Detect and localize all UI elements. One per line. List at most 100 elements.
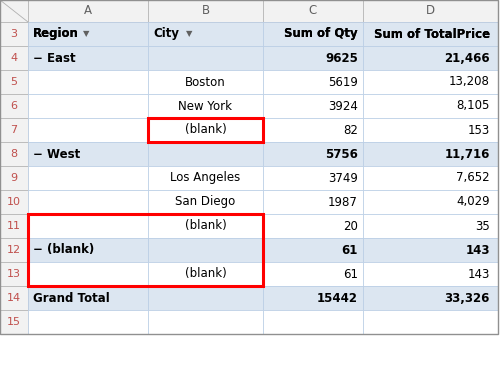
Bar [0,94,28,118]
Text: C: C [309,4,317,18]
Bar [363,22,498,46]
Text: (blank): (blank) [185,123,226,137]
Bar [148,22,263,46]
Bar [363,214,498,238]
Bar [0,286,28,310]
Bar [363,94,498,118]
Text: 7: 7 [11,125,18,135]
Text: 33,326: 33,326 [444,292,490,304]
Text: 5619: 5619 [328,76,358,88]
Bar [263,262,363,286]
Bar [28,94,148,118]
Text: 9: 9 [11,173,18,183]
Bar [28,214,263,286]
Text: 7,652: 7,652 [456,172,490,184]
Text: 3749: 3749 [328,172,358,184]
Bar [148,142,263,166]
Bar [28,214,148,238]
Bar [263,286,363,310]
Bar [28,0,148,22]
Bar [363,118,498,142]
Text: Grand Total: Grand Total [33,292,110,304]
Text: 13: 13 [7,269,21,279]
Bar [0,118,28,142]
Text: (blank): (blank) [185,219,226,233]
Bar [263,238,363,262]
Text: 61: 61 [342,243,358,257]
Text: − East: − East [33,51,76,65]
Bar [363,238,498,262]
Text: 10: 10 [7,197,21,207]
Text: New York: New York [178,100,232,112]
Text: A: A [84,4,92,18]
Text: 1987: 1987 [328,196,358,208]
Text: Boston: Boston [185,76,226,88]
Bar [28,22,148,46]
Bar [263,118,363,142]
Text: − (blank): − (blank) [33,243,94,257]
Bar [28,70,148,94]
Bar [363,166,498,190]
Text: 8,105: 8,105 [456,100,490,112]
Text: 3924: 3924 [328,100,358,112]
Text: 3: 3 [11,29,18,39]
Bar [263,214,363,238]
Text: 143: 143 [465,243,490,257]
Text: − West: − West [33,147,80,161]
Bar [148,0,263,22]
Bar [148,286,263,310]
Text: Sum of Qty: Sum of Qty [285,27,358,41]
Text: 4: 4 [11,53,18,63]
Text: (blank): (blank) [185,268,226,280]
Text: 5: 5 [11,77,18,87]
Text: B: B [201,4,209,18]
Bar [148,118,263,142]
Text: 15: 15 [7,317,21,327]
Bar [148,166,263,190]
Bar [28,238,148,262]
Bar [0,214,28,238]
Bar [363,142,498,166]
Bar [0,166,28,190]
Text: 14: 14 [7,293,21,303]
Bar [363,70,498,94]
Bar [263,94,363,118]
Bar [263,166,363,190]
Bar [0,262,28,286]
Bar [0,0,28,22]
Bar [148,238,263,262]
Text: Region: Region [33,27,79,41]
Text: 12: 12 [7,245,21,255]
Bar [0,46,28,70]
Text: 8: 8 [11,149,18,159]
Bar [363,262,498,286]
Text: 21,466: 21,466 [444,51,490,65]
Bar [363,310,498,334]
Text: 35: 35 [475,219,490,233]
Bar [148,190,263,214]
Bar [148,262,263,286]
Text: Sum of TotalPrice: Sum of TotalPrice [374,27,490,41]
Bar [263,46,363,70]
Text: 11,716: 11,716 [444,147,490,161]
Text: 4,029: 4,029 [456,196,490,208]
Text: 9625: 9625 [325,51,358,65]
Bar [0,22,28,46]
Bar [0,142,28,166]
Bar [363,286,498,310]
Text: 15442: 15442 [317,292,358,304]
Text: 6: 6 [11,101,18,111]
Bar [363,190,498,214]
Bar [0,310,28,334]
Text: 61: 61 [343,268,358,280]
Text: Sum of TotalPrice: Sum of TotalPrice [374,27,490,41]
Bar [263,0,363,22]
Text: Sum of Qty: Sum of Qty [285,27,358,41]
Text: 153: 153 [468,123,490,137]
Bar [263,190,363,214]
Bar [0,70,28,94]
Text: 143: 143 [467,268,490,280]
Text: Los Angeles: Los Angeles [170,172,240,184]
Bar [148,46,263,70]
Bar [148,94,263,118]
